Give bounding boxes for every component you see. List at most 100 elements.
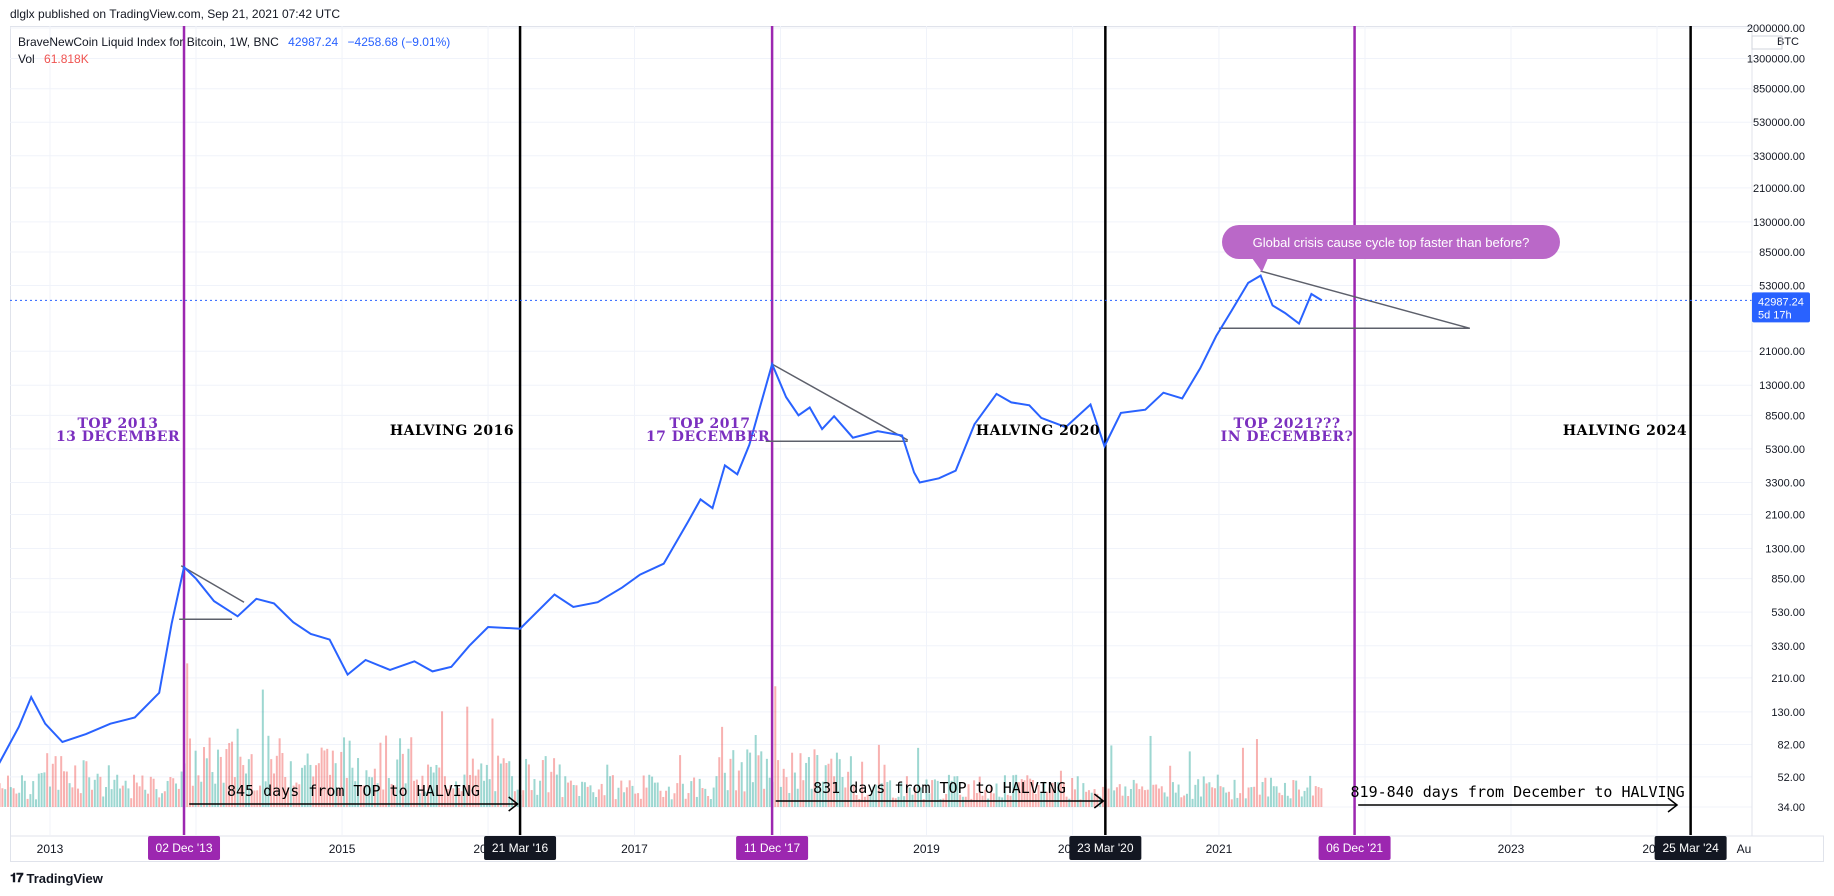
time-highlight-label[interactable]: 11 Dec '17 [736, 836, 809, 860]
volume-bar [807, 757, 810, 807]
volume-bar [1085, 791, 1088, 807]
time-highlight-text: 23 Mar '20 [1077, 841, 1134, 855]
volume-bar [919, 787, 922, 807]
legend-vol-label[interactable]: Vol [18, 52, 35, 66]
volume-bar [597, 789, 600, 807]
time-highlight-label[interactable]: 21 Mar '16 [484, 836, 557, 860]
volume-bar [455, 781, 458, 807]
time-highlight-label[interactable]: 25 Mar '24 [1654, 836, 1727, 860]
arrow-head-icon [1667, 797, 1679, 813]
volume-bar [1174, 792, 1177, 807]
volume-bar [1090, 792, 1093, 807]
volume-bar [1059, 770, 1062, 807]
volume-bar [29, 794, 32, 807]
legend-symbol[interactable]: BraveNewCoin Liquid Index for Bitcoin, 1… [18, 35, 279, 49]
volume-bar [1023, 780, 1026, 807]
volume-bar [485, 764, 488, 807]
arrow-2021-2024[interactable]: 819-840 days from December to HALVING [1351, 783, 1685, 813]
volume-bar [942, 798, 945, 807]
footer-brand[interactable]: 𝟏𝟕 TradingView [10, 870, 103, 886]
volume-bar [530, 790, 533, 807]
volume-bar [623, 792, 626, 807]
volume-bar [1309, 775, 1312, 807]
price-tick-label: 2100.00 [1765, 510, 1805, 522]
volume-bar [469, 774, 472, 807]
volume-bar [833, 776, 836, 807]
volume-bar [1241, 747, 1244, 807]
volume-bar [1166, 796, 1169, 807]
tradingview-logo-icon: 𝟏𝟕 [10, 870, 24, 885]
volume-bar [65, 771, 68, 807]
volume-bar [0, 783, 1, 807]
volume-bar [37, 773, 40, 807]
price-tick-label: 21000.00 [1759, 346, 1805, 358]
time-highlight-label[interactable]: 23 Mar '20 [1069, 836, 1142, 860]
volume-bar [737, 770, 740, 807]
volume-bar [396, 759, 399, 807]
volume-bar [121, 785, 124, 807]
volume-bar [438, 767, 441, 807]
volume-bar [709, 799, 712, 807]
volume-bar [698, 778, 701, 807]
time-highlight-label[interactable]: 06 Dec '21 [1318, 836, 1391, 860]
volume-bar [712, 787, 715, 807]
volume-bar [200, 781, 203, 807]
volume-bar [684, 798, 687, 807]
price-tick-label: 85000.00 [1759, 247, 1805, 259]
arrow-label: 845 days from TOP to HALVING [227, 782, 480, 800]
volume-bar [1185, 793, 1188, 807]
volume-bar [600, 783, 603, 807]
trendline-2017-upper[interactable] [771, 363, 909, 441]
volume-bar [1057, 782, 1060, 807]
volume-bar [1076, 776, 1079, 807]
volume-bar [424, 791, 427, 807]
volume-bar [57, 789, 60, 807]
volume-bar [900, 782, 903, 807]
volume-bar [1062, 782, 1065, 807]
volume-bar [1012, 775, 1015, 807]
volume-bar [180, 771, 183, 807]
time-highlight-label[interactable]: 02 Dec '13 [148, 836, 221, 860]
volume-bar [939, 799, 942, 807]
volume-bar [1286, 795, 1289, 807]
volume-bar [877, 744, 880, 807]
volume-bar [908, 787, 911, 807]
volume-bar [726, 790, 729, 807]
price-tick-label: 52.00 [1777, 772, 1805, 784]
time-highlight-bg [148, 836, 221, 860]
time-tick-label-partial: 20 [473, 842, 487, 856]
arrow-2017-2020[interactable]: 831 days from TOP to HALVING [775, 779, 1105, 809]
volume-bar [1278, 792, 1281, 807]
volume-bar [1, 788, 4, 807]
volume-bar [513, 791, 516, 807]
callout-bubble[interactable]: Global crisis cause cycle top faster tha… [1222, 225, 1560, 272]
volume-bar [1261, 782, 1264, 807]
volume-bar [564, 776, 567, 807]
volume-bar [93, 779, 96, 807]
volume-bar [987, 798, 990, 807]
trendline-2013-upper[interactable] [180, 565, 245, 603]
volume-bar [205, 758, 208, 807]
volume-bar [460, 791, 463, 807]
volume-bar [211, 772, 214, 807]
arrow-head-icon [508, 796, 519, 812]
volume-bar [43, 772, 46, 807]
volume-bar [620, 780, 623, 807]
legend-price: 42987.24 [288, 35, 339, 49]
volume-bar [191, 785, 194, 807]
volume-bar [494, 791, 497, 807]
arrow-2013-2016[interactable]: 845 days from TOP to HALVING [189, 782, 519, 812]
volume-bar [1281, 795, 1284, 807]
volume-bar [547, 792, 550, 807]
arrow-label: 819-840 days from December to HALVING [1351, 783, 1685, 801]
volume-bar [337, 789, 340, 807]
volume-bar [1267, 796, 1270, 807]
trendline-2021-upper[interactable] [1260, 270, 1470, 330]
time-tick-label: 2023 [1498, 842, 1525, 856]
volume-bar [315, 765, 318, 807]
volume-bar [810, 788, 813, 807]
volume-bar [144, 789, 147, 807]
volume-bar [1135, 783, 1138, 807]
